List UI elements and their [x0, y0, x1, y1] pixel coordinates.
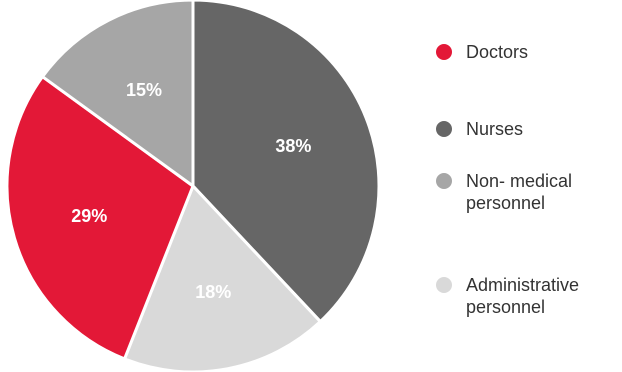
legend-item-doctors: Doctors: [436, 41, 616, 63]
legend-swatch-administrative: [436, 277, 452, 293]
pie-slice-administrative: [123, 184, 322, 372]
legend-item-nurses: Nurses: [436, 118, 616, 140]
pie-slice-doctors: [5, 75, 195, 361]
legend-swatch-nurses: [436, 121, 452, 137]
legend-swatch-doctors: [436, 44, 452, 60]
pie-slice-non-medical: [41, 0, 195, 188]
legend-item-non-medical: Non- medical personnel: [436, 170, 616, 214]
pie-slices: [5, 0, 381, 372]
pie-slice-nurses: [191, 0, 381, 324]
slice-label-nurses: 38%: [275, 136, 311, 156]
slice-label-administrative: 18%: [195, 282, 231, 302]
legend-label-doctors: Doctors: [466, 42, 529, 62]
legend-label-non-medical: Non- medical personnel: [466, 171, 573, 213]
slice-label-non-medical: 15%: [126, 80, 162, 100]
legend-label-nurses: Nurses: [466, 119, 524, 139]
slice-label-doctors: 29%: [71, 206, 107, 226]
legend-label-administrative: Administrative personnel: [466, 275, 580, 317]
legend: Doctors Nurses Non- medical personnel Ad…: [436, 0, 622, 372]
legend-item-administrative: Administrative personnel: [436, 274, 616, 318]
legend-swatch-non-medical: [436, 173, 452, 189]
slice-labels: 38% 18% 29% 15%: [71, 80, 311, 302]
